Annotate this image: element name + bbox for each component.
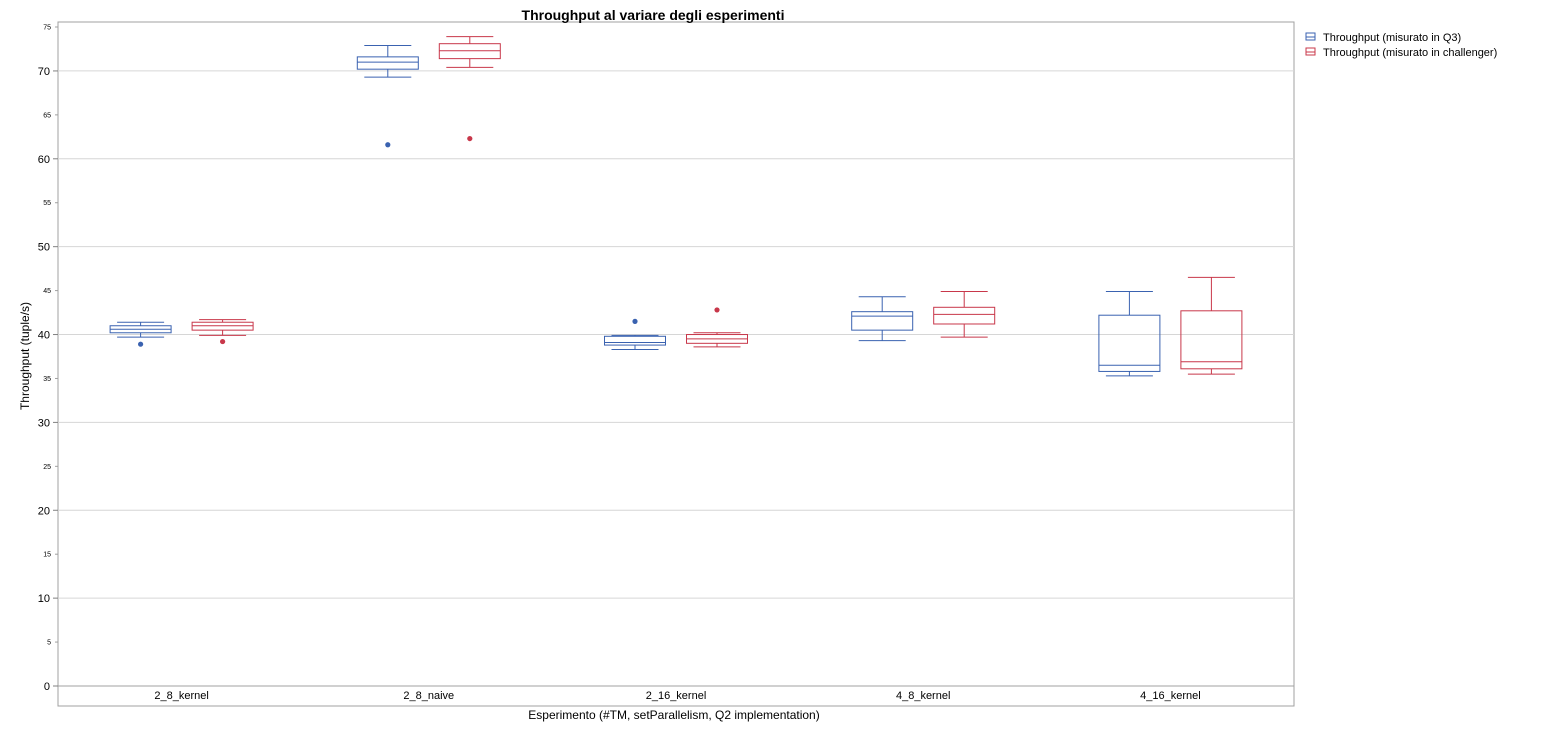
box-outlier xyxy=(467,135,473,142)
y-tick-label-minor: 45 xyxy=(43,288,51,295)
y-tick-label-minor: 65 xyxy=(43,112,51,119)
y-tick-label-minor: 15 xyxy=(43,552,51,559)
box-iqr xyxy=(1180,310,1243,370)
box-iqr xyxy=(1098,314,1161,372)
box-q3 xyxy=(356,44,419,148)
box-outlier xyxy=(632,318,638,324)
x-category-label: 2_8_naive xyxy=(403,690,454,702)
legend-entry: Throughput (misurato in Q3) xyxy=(1323,32,1461,44)
y-tick-label: 50 xyxy=(38,242,50,254)
y-tick-label: 0 xyxy=(44,681,50,693)
plot-frame xyxy=(57,21,1295,707)
y-tick-label-minor: 55 xyxy=(43,200,51,207)
box-iqr xyxy=(356,56,419,70)
y-tick-label: 30 xyxy=(38,417,50,429)
x-category-label: 4_8_kernel xyxy=(896,690,950,702)
x-category-label: 2_16_kernel xyxy=(646,690,707,702)
box-q3 xyxy=(1098,290,1161,377)
x-category-label: 4_16_kernel xyxy=(1140,690,1201,702)
chart-title: Throughput al variare degli esperimenti xyxy=(522,7,785,23)
box-challenger xyxy=(1180,276,1243,375)
y-axis-label: Throughput (tuple/s) xyxy=(18,302,32,410)
box-challenger xyxy=(686,307,748,348)
box-challenger xyxy=(438,36,501,142)
legend-entry: Throughput (misurato in challenger) xyxy=(1323,47,1497,59)
box-q3 xyxy=(109,321,172,347)
box-outlier xyxy=(385,142,391,148)
box-iqr xyxy=(851,311,914,331)
y-tick-label-minor: 75 xyxy=(43,25,51,32)
y-tick-label-minor: 25 xyxy=(43,464,51,471)
x-axis-label: Esperimento (#TM, setParallelism, Q2 imp… xyxy=(528,708,819,722)
box-outlier xyxy=(714,307,720,313)
y-tick-label: 70 xyxy=(38,66,50,78)
box-challenger xyxy=(191,319,254,345)
box-q3 xyxy=(851,296,914,342)
y-tick-label-minor: 35 xyxy=(43,376,51,383)
y-tick-label: 10 xyxy=(38,593,50,605)
y-tick-label-minor: 5 xyxy=(47,640,51,647)
box-q3 xyxy=(604,318,666,350)
box-outlier xyxy=(220,338,226,345)
box-iqr xyxy=(933,306,996,325)
box-outlier xyxy=(138,341,144,347)
y-tick-label: 60 xyxy=(38,154,50,166)
y-tick-label: 20 xyxy=(38,505,50,517)
box-iqr xyxy=(604,335,666,346)
x-category-label: 2_8_kernel xyxy=(154,690,208,702)
y-tick-label: 40 xyxy=(38,330,50,342)
box-challenger xyxy=(933,290,996,338)
